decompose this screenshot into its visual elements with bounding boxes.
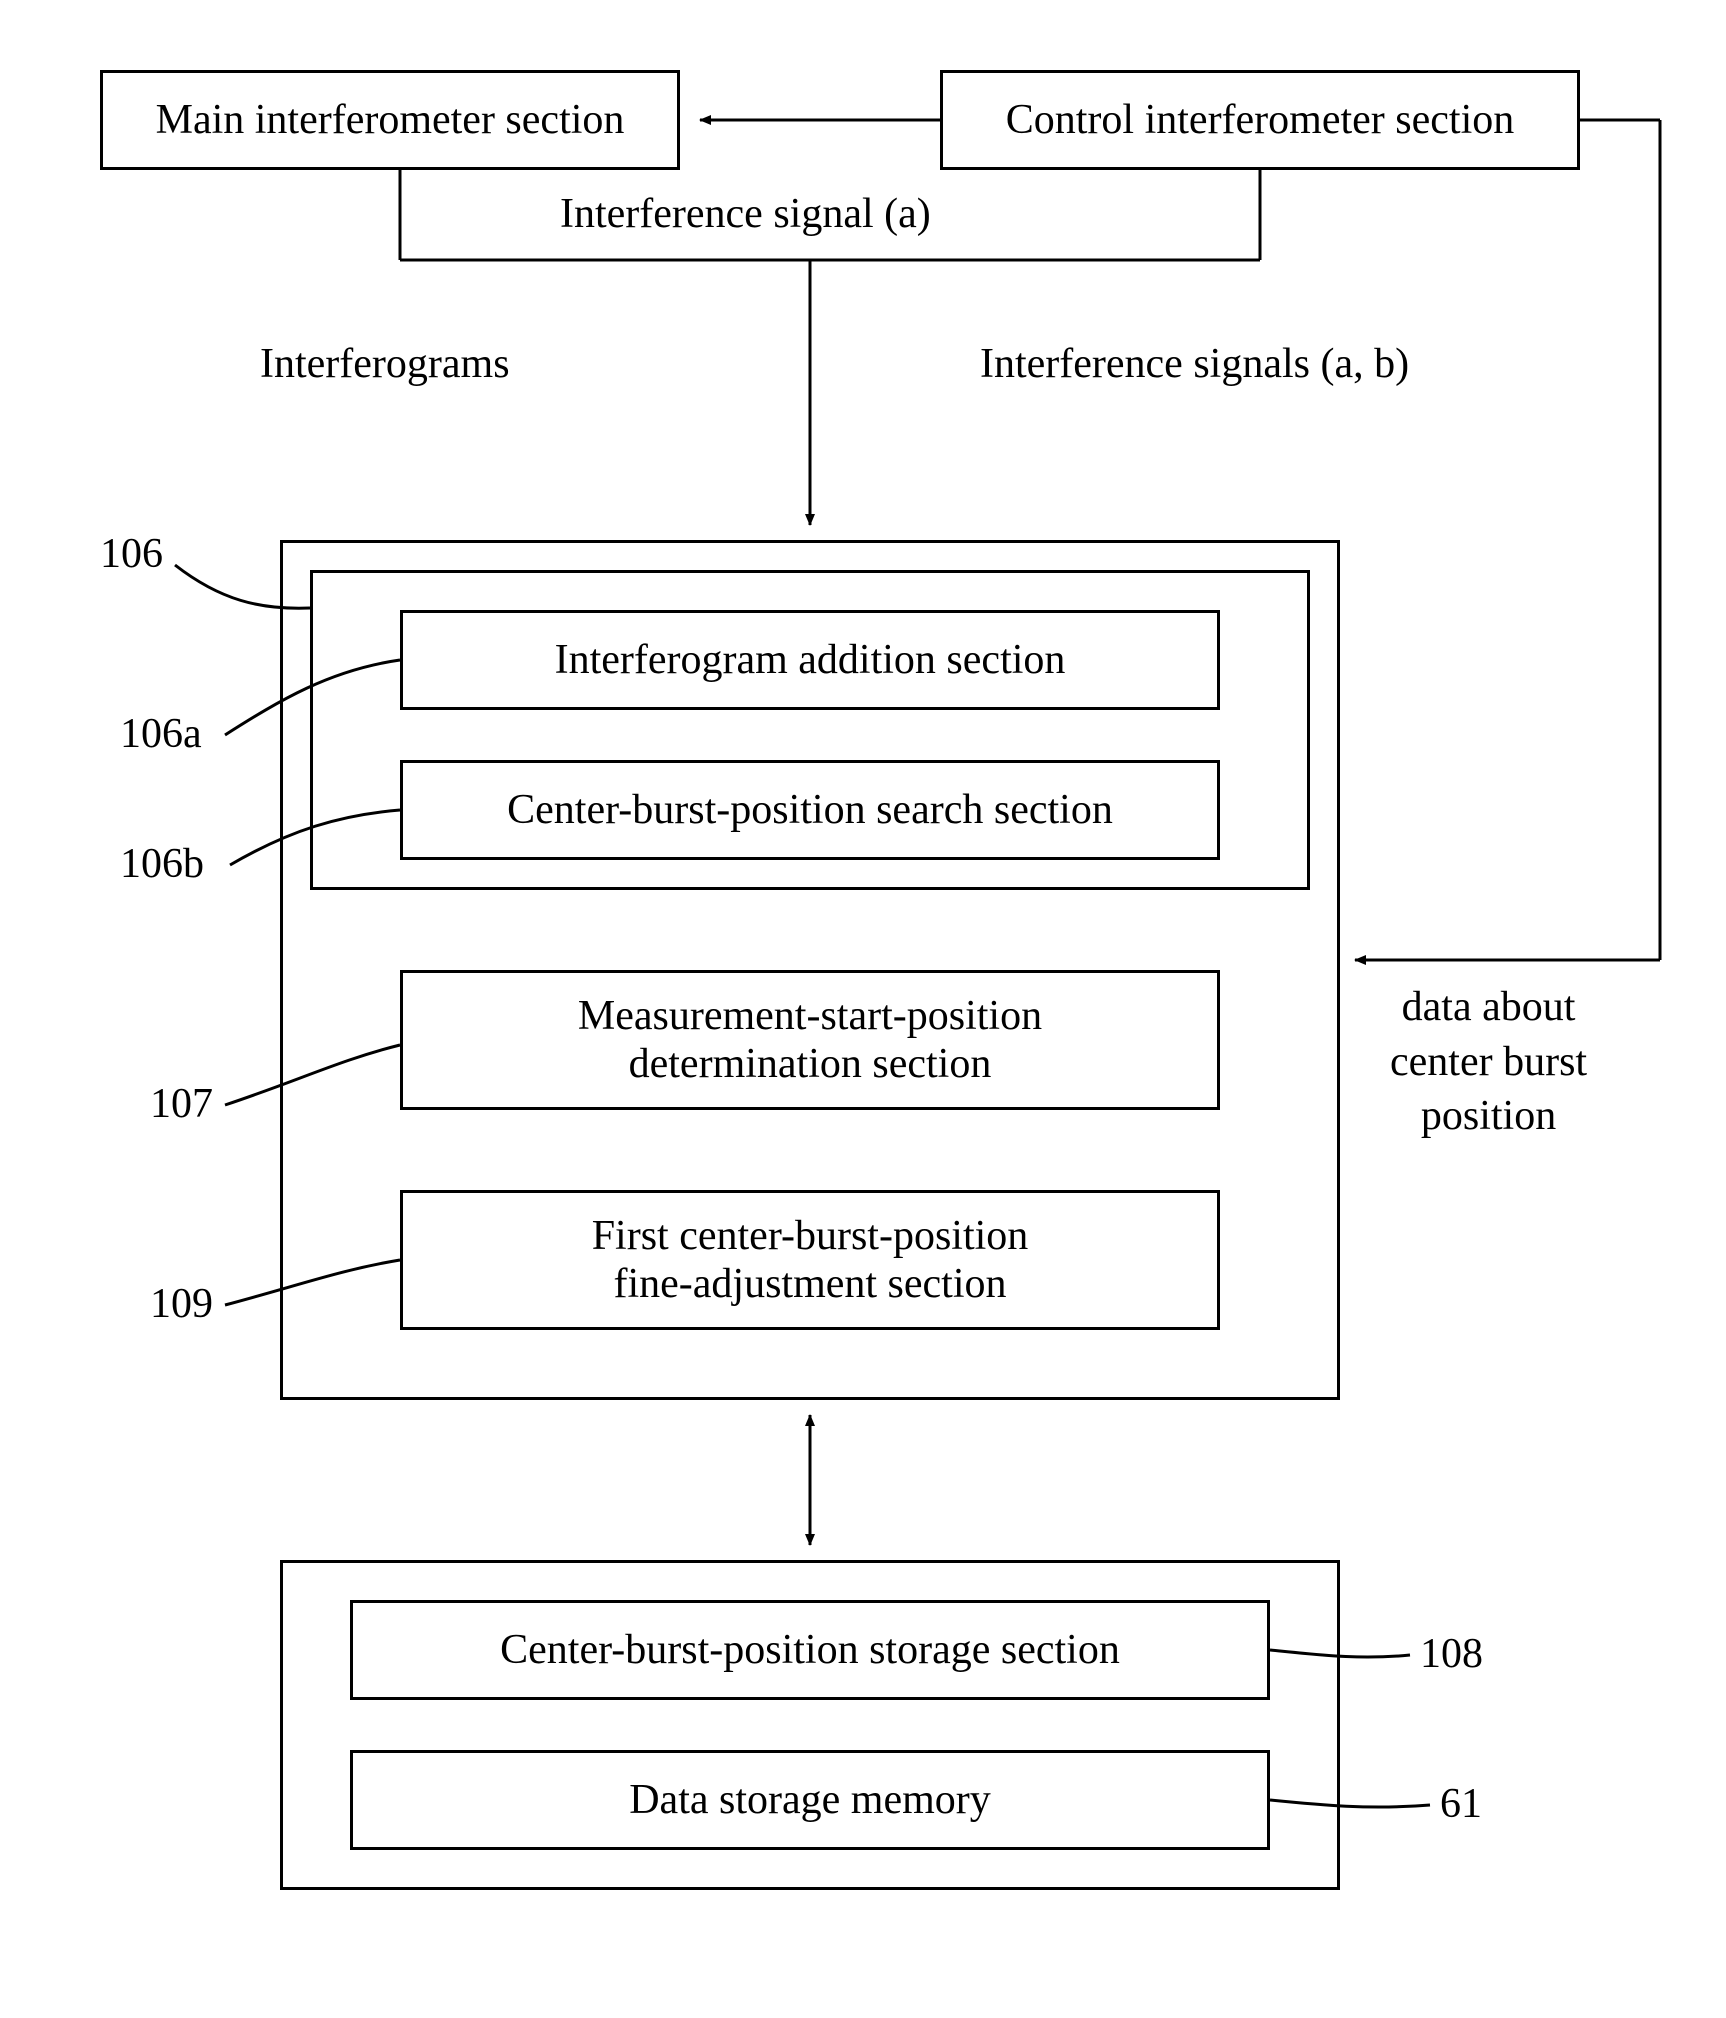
ref-106a: 106a — [120, 710, 202, 758]
interferogram-addition-label: Interferogram addition section — [555, 636, 1066, 684]
center-burst-storage-label: Center-burst-position storage section — [500, 1626, 1120, 1674]
fine-adjustment-label-2: fine-adjustment section — [613, 1261, 1006, 1307]
main-interferometer-label: Main interferometer section — [156, 96, 625, 144]
side-label-line1: data about — [1402, 984, 1576, 1030]
side-label-line3: position — [1421, 1093, 1556, 1139]
ref-61: 61 — [1440, 1780, 1482, 1828]
data-about-center-burst-label: data about center burst position — [1390, 980, 1587, 1144]
center-burst-search-box: Center-burst-position search section — [400, 760, 1220, 860]
interference-signals-ab-label: Interference signals (a, b) — [980, 340, 1409, 388]
ref-106: 106 — [100, 530, 163, 578]
data-storage-memory-label: Data storage memory — [629, 1776, 991, 1824]
main-interferometer-box: Main interferometer section — [100, 70, 680, 170]
data-storage-memory-box: Data storage memory — [350, 1750, 1270, 1850]
measurement-start-box: Measurement-start-position determination… — [400, 970, 1220, 1110]
ref-106b: 106b — [120, 840, 204, 888]
ref-109: 109 — [150, 1280, 213, 1328]
interferograms-label: Interferograms — [260, 340, 510, 388]
side-label-line2: center burst — [1390, 1039, 1587, 1085]
center-burst-storage-box: Center-burst-position storage section — [350, 1600, 1270, 1700]
center-burst-search-label: Center-burst-position search section — [507, 786, 1113, 834]
ref-107: 107 — [150, 1080, 213, 1128]
interference-signal-a-label: Interference signal (a) — [560, 190, 931, 238]
fine-adjustment-box: First center-burst-position fine-adjustm… — [400, 1190, 1220, 1330]
control-interferometer-box: Control interferometer section — [940, 70, 1580, 170]
control-interferometer-label: Control interferometer section — [1006, 96, 1515, 144]
measurement-start-label-2: determination section — [629, 1041, 992, 1087]
fine-adjustment-label-1: First center-burst-position — [592, 1213, 1029, 1259]
measurement-start-label-1: Measurement-start-position — [578, 993, 1042, 1039]
interferogram-addition-box: Interferogram addition section — [400, 610, 1220, 710]
ref-108: 108 — [1420, 1630, 1483, 1678]
